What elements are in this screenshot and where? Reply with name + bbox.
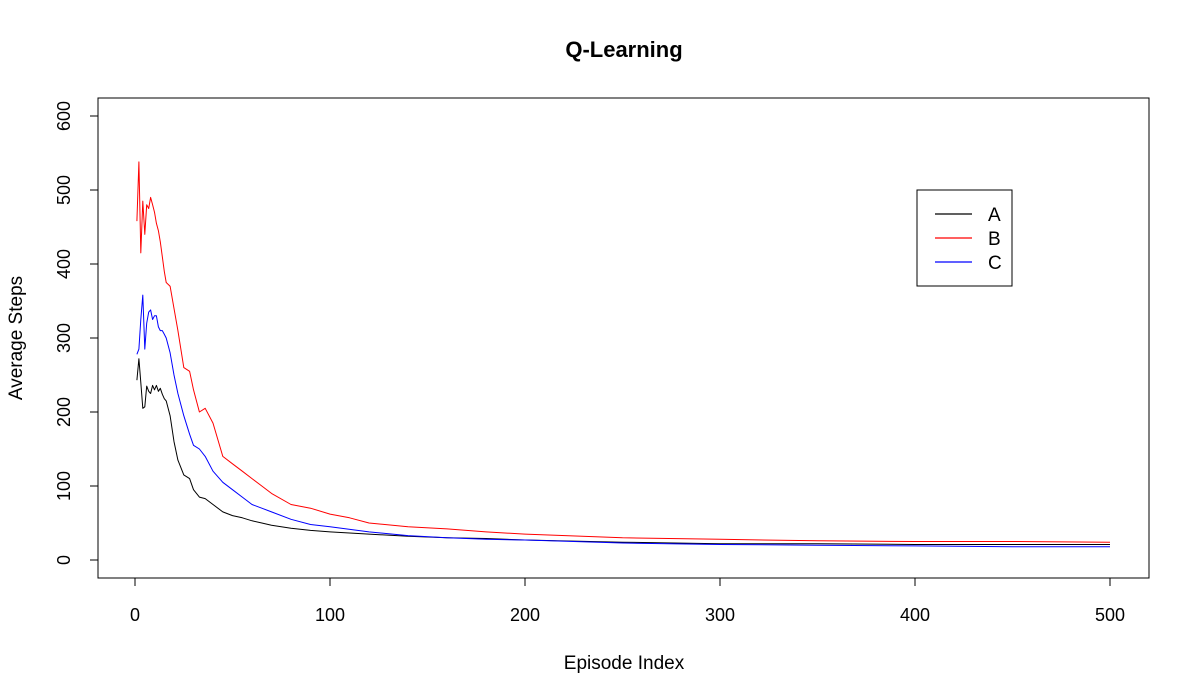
- y-tick-label: 500: [54, 175, 74, 205]
- legend-label-B: B: [988, 229, 1001, 250]
- x-axis: 0 100 200 300 400 500: [130, 577, 1125, 625]
- y-tick-label: 100: [54, 471, 74, 501]
- x-tick-label: 200: [510, 605, 540, 625]
- y-axis-label: Average Steps: [6, 276, 27, 400]
- y-tick-label: 300: [54, 323, 74, 353]
- x-tick-label: 100: [315, 605, 345, 625]
- y-tick-label: 600: [54, 101, 74, 131]
- series-lines: [136, 161, 1111, 548]
- legend-label-C: C: [988, 253, 1002, 274]
- x-tick-label: 0: [130, 605, 140, 625]
- series-line-A: [136, 358, 1110, 545]
- x-tick-label: 500: [1095, 605, 1125, 625]
- series-line-C: [136, 294, 1110, 548]
- y-tick-label: 200: [54, 397, 74, 427]
- y-tick-label: 400: [54, 249, 74, 279]
- x-tick-label: 300: [705, 605, 735, 625]
- y-tick-label: 0: [54, 555, 74, 565]
- chart-title: Q-Learning: [565, 37, 682, 62]
- legend-label-A: A: [988, 205, 1001, 226]
- legend: ABC: [916, 189, 1013, 287]
- y-axis: 0 100 200 300 400 500 600: [54, 101, 99, 565]
- series-line-B: [136, 161, 1111, 543]
- x-tick-label: 400: [900, 605, 930, 625]
- x-axis-label: Episode Index: [564, 653, 685, 674]
